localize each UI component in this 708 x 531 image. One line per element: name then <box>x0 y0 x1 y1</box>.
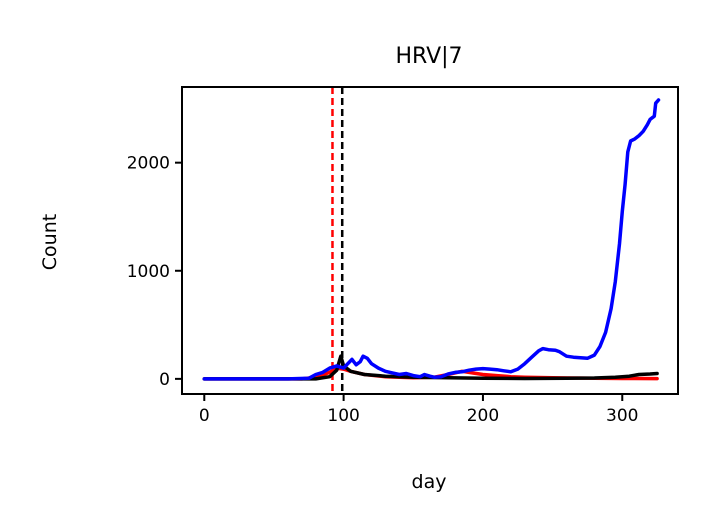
series-line <box>202 98 661 381</box>
x-tick-label: 100 <box>327 406 359 426</box>
y-axis-label: Count <box>39 214 61 270</box>
x-tick-label: 0 <box>199 406 210 426</box>
axis-ticks: 0 100 200 300 0 1000 2000 <box>127 154 639 426</box>
x-tick-label: 300 <box>606 406 638 426</box>
y-tick-label: 1000 <box>127 262 170 282</box>
y-tick-label: 0 <box>159 370 170 390</box>
plot-area <box>202 87 661 394</box>
x-axis-label: day <box>412 471 447 493</box>
y-tick-label: 2000 <box>127 154 170 174</box>
axes-frame <box>181 86 679 395</box>
chart-title: HRV|7 <box>395 44 462 69</box>
x-tick-label: 200 <box>467 406 499 426</box>
